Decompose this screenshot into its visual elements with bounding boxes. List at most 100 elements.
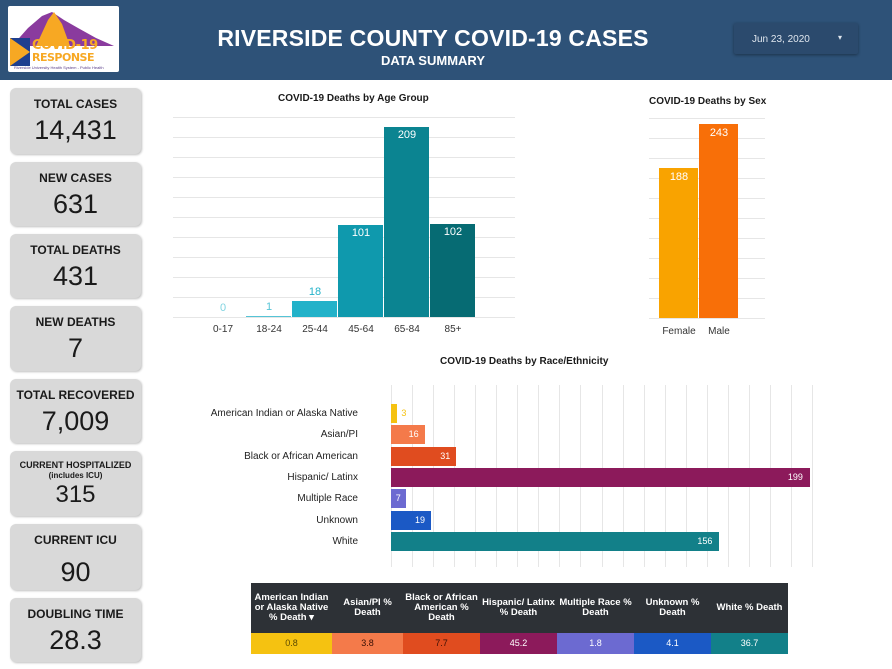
table-header-cell[interactable]: White % Death xyxy=(711,583,788,633)
table-header-label: Unknown % Death xyxy=(645,597,700,618)
race-bar-label: 156 xyxy=(697,535,713,546)
stat-value: 7,009 xyxy=(41,406,110,436)
race-bar xyxy=(391,446,457,466)
age-bar xyxy=(292,300,337,317)
table-header-label: Hispanic/ Latinx % Death xyxy=(482,597,555,618)
gridline xyxy=(812,385,813,567)
age-bar-label: 1 xyxy=(265,301,273,314)
stat-value: 631 xyxy=(52,189,99,219)
race-axis-label: American Indian or Alaska Native xyxy=(210,408,358,419)
race-bar xyxy=(391,531,720,551)
age-axis-label: 45-64 xyxy=(348,324,374,335)
covid-response-logo: COVID-19 RESPONSE Riverside University H… xyxy=(8,6,119,72)
stat-card-current-hospitalized: CURRENT HOSPITALIZED (includes ICU) 315 xyxy=(10,451,141,516)
table-header-row: American Indian or Alaska Native % Death… xyxy=(251,583,788,633)
logo-line3: Riverside University Health System - Pub… xyxy=(14,65,104,70)
table-cell: 4.1 xyxy=(634,633,711,654)
race-bar-label: 19 xyxy=(414,514,425,525)
stat-value: 90 xyxy=(60,557,91,587)
age-bar xyxy=(384,127,429,317)
stat-value: 431 xyxy=(52,261,99,291)
age-axis-label: 85+ xyxy=(444,324,462,335)
table-cell: 36.7 xyxy=(711,633,788,654)
age-bar xyxy=(430,224,475,317)
table-header-label: White % Death xyxy=(716,602,783,613)
race-axis-label: Unknown xyxy=(316,514,358,526)
race-axis-label: White xyxy=(332,535,358,547)
table-header-cell[interactable]: Black or African American % Death xyxy=(403,583,480,633)
table-cell: 1.8 xyxy=(557,633,634,654)
race-bar xyxy=(391,404,398,423)
race-bar-label: 199 xyxy=(787,471,803,482)
table-header-cell[interactable]: Unknown % Death xyxy=(634,583,711,633)
table-header-cell[interactable]: Asian/PI % Death xyxy=(332,583,403,633)
race-bar-label: 7 xyxy=(395,493,401,504)
date-selector[interactable]: Jun 23, 2020 ▾ xyxy=(734,23,858,54)
race-bar-label: 16 xyxy=(408,429,419,440)
table-cell: 0.8 xyxy=(251,633,332,654)
sex-bar-label: 243 xyxy=(709,126,729,139)
sex-bar-label: 188 xyxy=(669,170,689,183)
gridline xyxy=(173,117,515,118)
race-axis-label: Black or African American xyxy=(244,450,358,462)
stat-label: TOTAL DEATHS xyxy=(30,243,121,257)
age-bar-label: 18 xyxy=(308,285,322,298)
stat-sublabel: (includes ICU) xyxy=(48,471,103,480)
stat-card-current-icu: CURRENT ICU 90 xyxy=(10,524,141,590)
gridline xyxy=(173,157,515,158)
table-header-cell[interactable]: Multiple Race % Death xyxy=(557,583,634,633)
race-bar-label: 3 xyxy=(401,408,407,418)
sex-bar xyxy=(699,123,738,318)
table-header-cell[interactable]: Hispanic/ Latinx % Death xyxy=(480,583,557,633)
gridline xyxy=(173,177,515,178)
gridline xyxy=(173,317,515,318)
sex-axis-label: Female xyxy=(662,326,696,337)
gridline xyxy=(173,137,515,138)
stat-card-total-recovered: TOTAL RECOVERED 7,009 xyxy=(10,379,141,443)
stat-label: TOTAL CASES xyxy=(33,97,118,111)
age-bar-label: 101 xyxy=(351,227,371,240)
table-header-label: Asian/PI % Death xyxy=(343,597,392,618)
age-axis-label: 25-44 xyxy=(302,324,328,335)
table-header-label: Multiple Race % Death xyxy=(559,597,632,618)
table-header-label: Black or African American % Death xyxy=(405,592,478,623)
race-bar xyxy=(391,489,406,509)
race-chart-title: COVID-19 Deaths by Race/Ethnicity xyxy=(440,356,609,367)
age-bar-label: 102 xyxy=(443,226,463,239)
stat-label: CURRENT HOSPITALIZED xyxy=(19,460,132,470)
table-header-cell[interactable]: American Indian or Alaska Native % Death… xyxy=(251,583,332,633)
gridline xyxy=(173,197,515,198)
stat-value: 315 xyxy=(55,481,96,508)
race-axis-label: Multiple Race xyxy=(297,493,358,505)
gridline xyxy=(649,118,765,119)
race-bar xyxy=(391,425,425,445)
age-axis-label: 0-17 xyxy=(212,324,233,335)
stat-label: NEW CASES xyxy=(39,171,112,185)
race-axis-label: Hispanic/ Latinx xyxy=(287,471,358,483)
race-axis-label: Asian/PI xyxy=(320,429,358,441)
race-bar-label: 31 xyxy=(440,450,451,461)
page-title: RIVERSIDE COUNTY COVID-19 CASES xyxy=(217,25,649,51)
table-header-label: American Indian or Alaska Native % Death… xyxy=(254,592,329,623)
age-bar-label: 0 xyxy=(219,302,227,314)
chevron-down-icon: ▾ xyxy=(837,33,842,42)
age-bar xyxy=(338,225,383,317)
stat-label: TOTAL RECOVERED xyxy=(16,388,135,402)
stat-label: CURRENT ICU xyxy=(34,533,117,547)
race-bar xyxy=(391,510,431,530)
race-bar xyxy=(391,467,810,487)
stat-value: 14,431 xyxy=(34,115,117,145)
header-bar: COVID-19 RESPONSE Riverside University H… xyxy=(0,0,892,80)
table-cell: 3.8 xyxy=(332,633,403,654)
table-cell: 45.2 xyxy=(480,633,557,654)
stat-label: NEW DEATHS xyxy=(35,315,116,329)
stat-card-doubling-time: DOUBLING TIME 28.3 xyxy=(10,598,141,662)
age-bar xyxy=(246,316,291,317)
logo-line1: COVID-19 xyxy=(32,38,98,53)
stat-label: DOUBLING TIME xyxy=(27,607,124,621)
age-chart-title: COVID-19 Deaths by Age Group xyxy=(278,93,429,104)
sex-chart-title: COVID-19 Deaths by Sex xyxy=(649,96,767,107)
gridline xyxy=(173,217,515,218)
sex-bar xyxy=(659,167,698,318)
logo-line2: RESPONSE xyxy=(32,51,94,64)
